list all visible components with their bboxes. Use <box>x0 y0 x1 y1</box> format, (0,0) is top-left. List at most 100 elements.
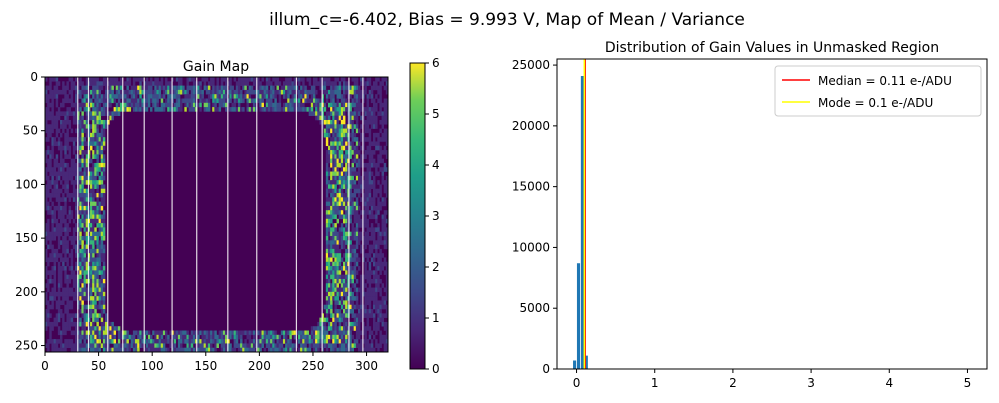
gain-map-pixel <box>156 339 159 344</box>
gain-map-pixel <box>357 334 361 340</box>
gain-map-pixel <box>325 313 329 318</box>
gain-map-pixel <box>107 98 110 104</box>
gain-map-pixel <box>87 128 91 134</box>
gain-map-pixel <box>259 81 262 86</box>
gain-map-pixel <box>336 300 339 306</box>
gain-map-pixel <box>94 257 97 263</box>
gain-map-pixel <box>370 197 374 202</box>
gain-map-pixel <box>360 304 363 310</box>
gain-map-pixel <box>83 278 87 284</box>
gain-map-pixel <box>85 214 89 220</box>
gain-map-pixel <box>345 300 348 306</box>
gain-map-pixel <box>147 94 151 99</box>
gain-map-pixel <box>362 197 365 202</box>
gain-map-pixel <box>342 175 346 181</box>
gain-map-pixel <box>383 343 387 349</box>
gain-map-pixel <box>362 214 365 220</box>
gain-map-pixel <box>102 334 106 340</box>
gain-map-pixel <box>330 283 333 288</box>
gain-map-pixel <box>353 321 357 327</box>
gain-map-pixel <box>342 137 346 142</box>
gain-map-pixel <box>60 188 63 194</box>
gain-map-pixel <box>332 124 335 129</box>
gain-map-pixel <box>126 339 129 344</box>
gain-map-pixel <box>100 124 104 129</box>
gain-map-pixel <box>385 296 389 301</box>
gain-map-pixel <box>338 132 342 138</box>
gain-map-pixel <box>332 85 335 91</box>
gain-map-pixel <box>345 223 348 228</box>
gain-map-pixel <box>199 94 202 99</box>
gain-map-pixel <box>79 175 82 181</box>
gain-map-pixel <box>60 330 63 336</box>
gain-map-pixel <box>366 231 369 237</box>
gain-map-pixel <box>385 119 389 125</box>
gain-map-pixel <box>83 197 87 202</box>
gain-map-pixel <box>94 309 97 314</box>
gain-map-pixel <box>94 227 97 232</box>
gain-map-pixel <box>197 339 200 344</box>
gain-map-pixel <box>94 205 97 211</box>
gain-map-pixel <box>377 205 380 211</box>
gain-map-pixel <box>94 85 97 91</box>
gain-map-pixel <box>180 343 183 349</box>
gain-map-x-tick-label: 150 <box>194 359 217 373</box>
gain-map-pixel <box>66 227 69 232</box>
gain-map-pixel <box>117 102 121 108</box>
gain-map-pixel <box>83 296 87 301</box>
gain-map-pixel <box>345 162 348 168</box>
gain-map-pixel <box>100 257 104 263</box>
gain-map-pixel <box>327 283 331 288</box>
gain-map-pixel <box>92 180 95 185</box>
gain-map-pixel <box>60 300 63 306</box>
gain-map-pixel <box>75 291 78 297</box>
gain-map-pixel <box>192 339 196 344</box>
gain-map-pixel <box>360 244 363 250</box>
gain-map-pixel <box>96 287 99 293</box>
gain-map-pixel <box>87 158 91 164</box>
gain-map-pixel <box>53 94 57 99</box>
gain-map-pixel <box>231 89 234 95</box>
gain-map-pixel <box>351 111 354 116</box>
gain-map-pixel <box>342 107 346 112</box>
gain-map-pixel <box>370 184 374 190</box>
gain-map-pixel <box>231 85 234 91</box>
gain-map-pixel <box>353 145 357 151</box>
gain-map-pixel <box>75 334 78 340</box>
gain-map-pixel <box>334 141 337 147</box>
gain-map-pixel <box>259 334 262 340</box>
gain-map-pixel <box>327 180 331 185</box>
gain-map-pixel <box>81 137 84 142</box>
gain-map-pixel <box>102 137 106 142</box>
gain-map-pixel <box>92 296 95 301</box>
gain-map-pixel <box>171 107 174 112</box>
gain-map-pixel <box>355 94 359 99</box>
gain-map-pixel <box>60 180 63 185</box>
gain-map-pixel <box>325 287 329 293</box>
gain-map-pixel <box>327 227 331 232</box>
gain-map-pixel <box>105 98 108 104</box>
gain-map-pixel <box>237 98 241 104</box>
gain-map-pixel <box>57 167 61 172</box>
gain-map-pixel <box>362 223 365 228</box>
gain-map-pixel <box>263 85 267 91</box>
gain-map-pixel <box>81 278 84 284</box>
gain-map-pixel <box>66 188 69 194</box>
gain-map-pixel <box>338 175 342 181</box>
gain-map-pixel <box>57 304 61 310</box>
gain-map-pixel <box>137 107 140 112</box>
gain-map-pixel <box>92 150 95 155</box>
gain-map-pixel <box>300 102 303 108</box>
gain-map-pixel <box>340 77 344 82</box>
gain-map-pixel <box>156 98 159 104</box>
gain-map-pixel <box>340 343 344 349</box>
gain-map-pixel <box>57 287 61 293</box>
gain-map-pixel <box>338 334 342 340</box>
gain-map-pixel <box>285 330 288 336</box>
gain-map-pixel <box>72 188 76 194</box>
gain-map-pixel <box>381 317 385 323</box>
gain-map-pixel <box>199 81 202 86</box>
gain-map-pixel <box>55 347 59 353</box>
gain-map-pixel <box>368 270 372 275</box>
gain-map-pixel <box>85 128 89 134</box>
